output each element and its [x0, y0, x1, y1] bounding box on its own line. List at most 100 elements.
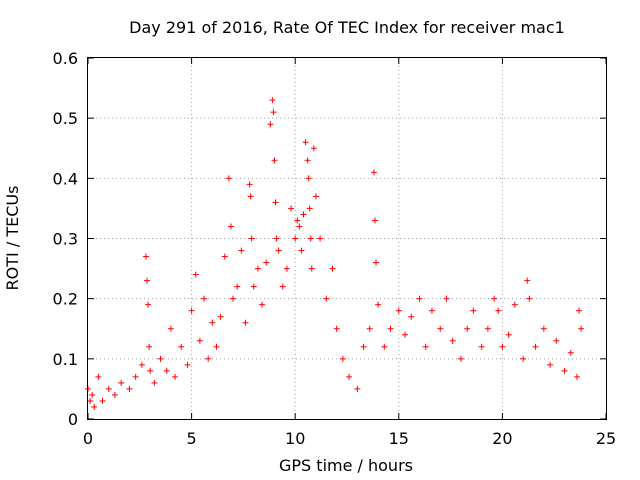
data-point [254, 265, 261, 272]
data-point [205, 355, 212, 362]
data-point [520, 355, 527, 362]
data-point [302, 139, 309, 146]
data-point [126, 385, 133, 392]
data-point [443, 295, 450, 302]
data-point [259, 301, 266, 308]
data-point [300, 211, 307, 218]
data-point [138, 361, 145, 368]
data-point [310, 145, 317, 152]
data-point [132, 373, 139, 380]
data-point [578, 325, 585, 332]
data-point [312, 193, 319, 200]
y-tick-label: 0 [68, 410, 78, 429]
data-point [267, 121, 274, 128]
data-point [346, 373, 353, 380]
data-point [271, 157, 278, 164]
chart-title: Day 291 of 2016, Rate Of TEC Index for r… [129, 18, 565, 37]
y-axis-label: ROTI / TECUs [3, 186, 22, 291]
y-tick-label: 0.2 [53, 290, 78, 309]
data-point [246, 181, 253, 188]
y-tick-label: 0.4 [53, 169, 78, 188]
x-tick-label: 10 [285, 429, 305, 448]
axis-ticks: 0 5 10 15 20 25 0 0.1 0.2 0.3 0.4 0.5 0.6 [53, 49, 617, 448]
data-point [308, 265, 315, 272]
data-point [524, 277, 531, 284]
data-point [145, 301, 152, 308]
data-point [495, 307, 502, 314]
data-point [217, 313, 224, 320]
data-point [91, 403, 98, 410]
data-point [511, 301, 518, 308]
data-point [478, 343, 485, 350]
data-point [273, 235, 280, 242]
data-point [457, 355, 464, 362]
data-point [247, 193, 254, 200]
data-point [275, 247, 282, 254]
data-points [85, 97, 585, 410]
data-point [178, 343, 185, 350]
data-point [499, 343, 506, 350]
data-point [428, 307, 435, 314]
data-point [292, 235, 299, 242]
data-point [526, 295, 533, 302]
x-axis-label: GPS time / hours [279, 456, 413, 475]
x-tick-label: 20 [492, 429, 512, 448]
data-point [333, 325, 340, 332]
data-point [111, 391, 118, 398]
data-point [269, 97, 276, 104]
data-point [387, 325, 394, 332]
data-point [95, 373, 102, 380]
y-tick-label: 0.6 [53, 49, 78, 68]
data-point [157, 355, 164, 362]
data-point [167, 325, 174, 332]
data-point [143, 253, 150, 260]
data-point [573, 373, 580, 380]
data-point [105, 385, 112, 392]
data-point [416, 295, 423, 302]
data-point [371, 217, 378, 224]
grid-lines [88, 58, 606, 419]
data-point [234, 283, 241, 290]
x-tick-label: 25 [596, 429, 616, 448]
data-point [437, 325, 444, 332]
data-point [354, 385, 361, 392]
y-tick-label: 0.3 [53, 230, 78, 249]
data-point [248, 235, 255, 242]
data-point [370, 169, 377, 176]
data-point [209, 319, 216, 326]
plot-frame [87, 57, 607, 420]
y-tick-label: 0.1 [53, 350, 78, 369]
data-point [491, 295, 498, 302]
data-point [270, 109, 277, 116]
data-point [250, 283, 257, 290]
data-point [213, 343, 220, 350]
data-point [553, 337, 560, 344]
data-point [449, 337, 456, 344]
data-point [196, 337, 203, 344]
data-point [283, 265, 290, 272]
data-point [89, 391, 96, 398]
data-point [146, 343, 153, 350]
data-point [118, 379, 125, 386]
data-point [279, 283, 286, 290]
data-point [192, 271, 199, 278]
data-point [144, 277, 151, 284]
data-point [184, 361, 191, 368]
data-point [402, 331, 409, 338]
data-point [230, 295, 237, 302]
data-point [567, 349, 574, 356]
data-point [547, 361, 554, 368]
data-point [505, 331, 512, 338]
data-point [294, 217, 301, 224]
data-point [221, 253, 228, 260]
data-point [298, 247, 305, 254]
data-point [422, 343, 429, 350]
data-point [227, 223, 234, 230]
data-point [470, 307, 477, 314]
data-point [464, 325, 471, 332]
data-point [147, 367, 154, 374]
data-point [540, 325, 547, 332]
data-point [317, 235, 324, 242]
data-point [484, 325, 491, 332]
